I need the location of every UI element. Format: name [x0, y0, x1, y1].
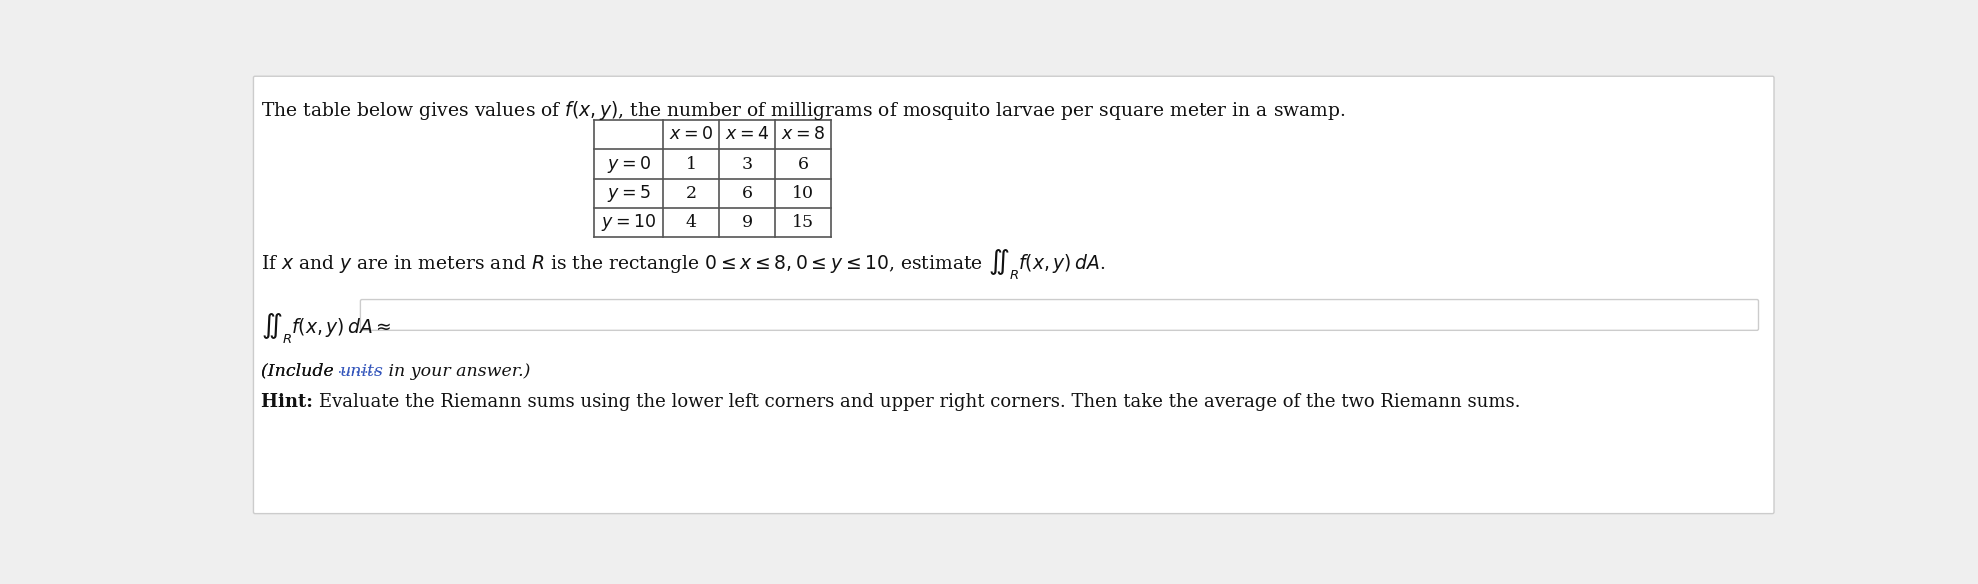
Text: $x = 4$: $x = 4$	[726, 126, 769, 143]
Text: Hint:: Hint:	[261, 394, 318, 412]
Text: 6: 6	[742, 185, 752, 202]
FancyBboxPatch shape	[360, 300, 1758, 331]
Text: (Include: (Include	[261, 363, 340, 380]
Text: 9: 9	[742, 214, 754, 231]
Text: $y = 5$: $y = 5$	[607, 183, 651, 204]
Text: units: units	[340, 363, 384, 380]
Text: $y = 0$: $y = 0$	[607, 154, 651, 175]
Text: 1: 1	[686, 155, 696, 172]
Text: $y = 10$: $y = 10$	[601, 212, 657, 233]
Text: in your answer.): in your answer.)	[384, 363, 530, 380]
Text: 10: 10	[791, 185, 813, 202]
Text: 4: 4	[686, 214, 696, 231]
Text: Evaluate the Riemann sums using the lower left corners and upper right corners. : Evaluate the Riemann sums using the lowe…	[318, 394, 1521, 412]
Bar	[593, 120, 831, 237]
Text: (Include: (Include	[261, 363, 340, 380]
Text: $x = 0$: $x = 0$	[669, 126, 714, 143]
Text: 15: 15	[791, 214, 815, 231]
Text: 2: 2	[686, 185, 696, 202]
Text: If $x$ and $y$ are in meters and $R$ is the rectangle $0 \leq x \leq 8, 0 \leq y: If $x$ and $y$ are in meters and $R$ is …	[261, 247, 1106, 281]
Text: The table below gives values of $f(x, y)$, the number of milligrams of mosquito : The table below gives values of $f(x, y)…	[261, 99, 1345, 122]
Text: $x = 8$: $x = 8$	[781, 126, 825, 143]
Text: 3: 3	[742, 155, 754, 172]
FancyBboxPatch shape	[253, 77, 1774, 513]
Text: $\iint_R f(x, y)\,dA \approx$: $\iint_R f(x, y)\,dA \approx$	[261, 312, 392, 346]
Text: 6: 6	[797, 155, 809, 172]
